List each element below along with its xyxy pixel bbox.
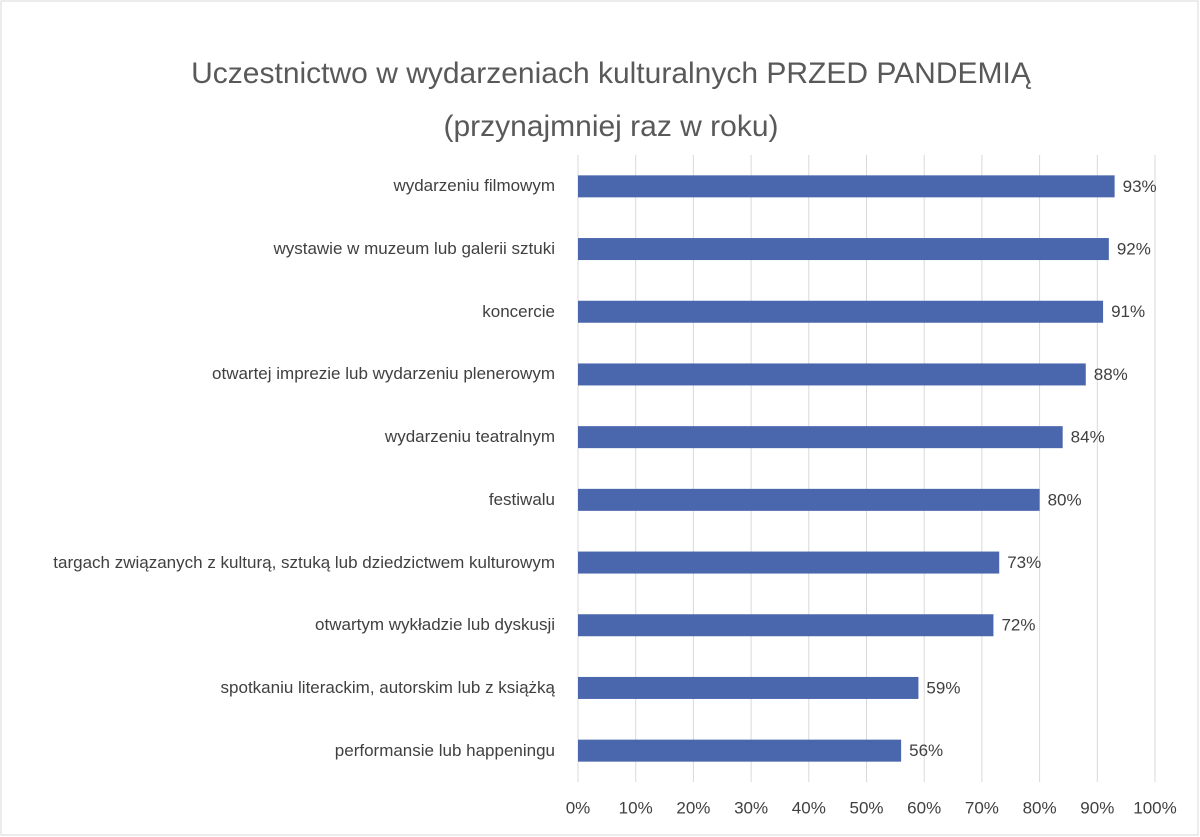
x-tick-label: 70%	[965, 798, 999, 817]
bar	[578, 739, 902, 762]
data-label: 84%	[1071, 428, 1105, 447]
y-tick-label: otwartej imprezie lub wydarzeniu plenero…	[212, 364, 555, 384]
data-label: 56%	[909, 741, 943, 760]
x-tick-label: 10%	[619, 798, 653, 817]
y-tick-label: koncercie	[482, 301, 555, 321]
y-tick-label: wydarzeniu filmowym	[393, 176, 555, 196]
data-label: 93%	[1123, 177, 1157, 196]
bar	[578, 300, 1104, 323]
chart-title: (przynajmniej raz w roku)	[443, 110, 778, 143]
bar	[578, 426, 1063, 449]
data-label: 59%	[926, 678, 960, 697]
data-label: 72%	[1001, 616, 1035, 635]
data-label: 73%	[1007, 553, 1041, 572]
bar	[578, 238, 1109, 261]
y-tick-label: wystawie w muzeum lub galerii sztuki	[273, 239, 555, 259]
chart-title: Uczestnictwo w wydarzeniach kulturalnych…	[191, 57, 1032, 90]
data-label: 92%	[1117, 240, 1151, 259]
y-tick-label: spotkaniu literackim, autorskim lub z ks…	[220, 677, 555, 697]
y-tick-label: performansie lub happeningu	[334, 740, 555, 760]
data-label: 80%	[1048, 490, 1082, 509]
bar	[578, 676, 919, 699]
y-tick-label: festiwalu	[488, 489, 555, 509]
x-tick-label: 60%	[907, 798, 941, 817]
bar	[578, 488, 1040, 511]
x-tick-label: 40%	[792, 798, 826, 817]
x-tick-label: 30%	[734, 798, 768, 817]
x-tick-label: 0%	[566, 798, 591, 817]
bar	[578, 614, 994, 637]
x-tick-label: 20%	[676, 798, 710, 817]
x-tick-label: 90%	[1080, 798, 1114, 817]
y-tick-label: otwartym wykładzie lub dyskusji	[315, 615, 555, 635]
data-label: 88%	[1094, 365, 1128, 384]
x-tick-label: 50%	[849, 798, 883, 817]
y-tick-label: targach związanych z kulturą, sztuką lub…	[53, 552, 555, 572]
bar	[578, 363, 1086, 386]
bar	[578, 551, 1000, 574]
x-tick-label: 80%	[1023, 798, 1057, 817]
x-tick-label: 100%	[1133, 798, 1176, 817]
data-label: 91%	[1111, 302, 1145, 321]
y-tick-label: wydarzeniu teatralnym	[384, 427, 555, 447]
bar	[578, 175, 1115, 198]
